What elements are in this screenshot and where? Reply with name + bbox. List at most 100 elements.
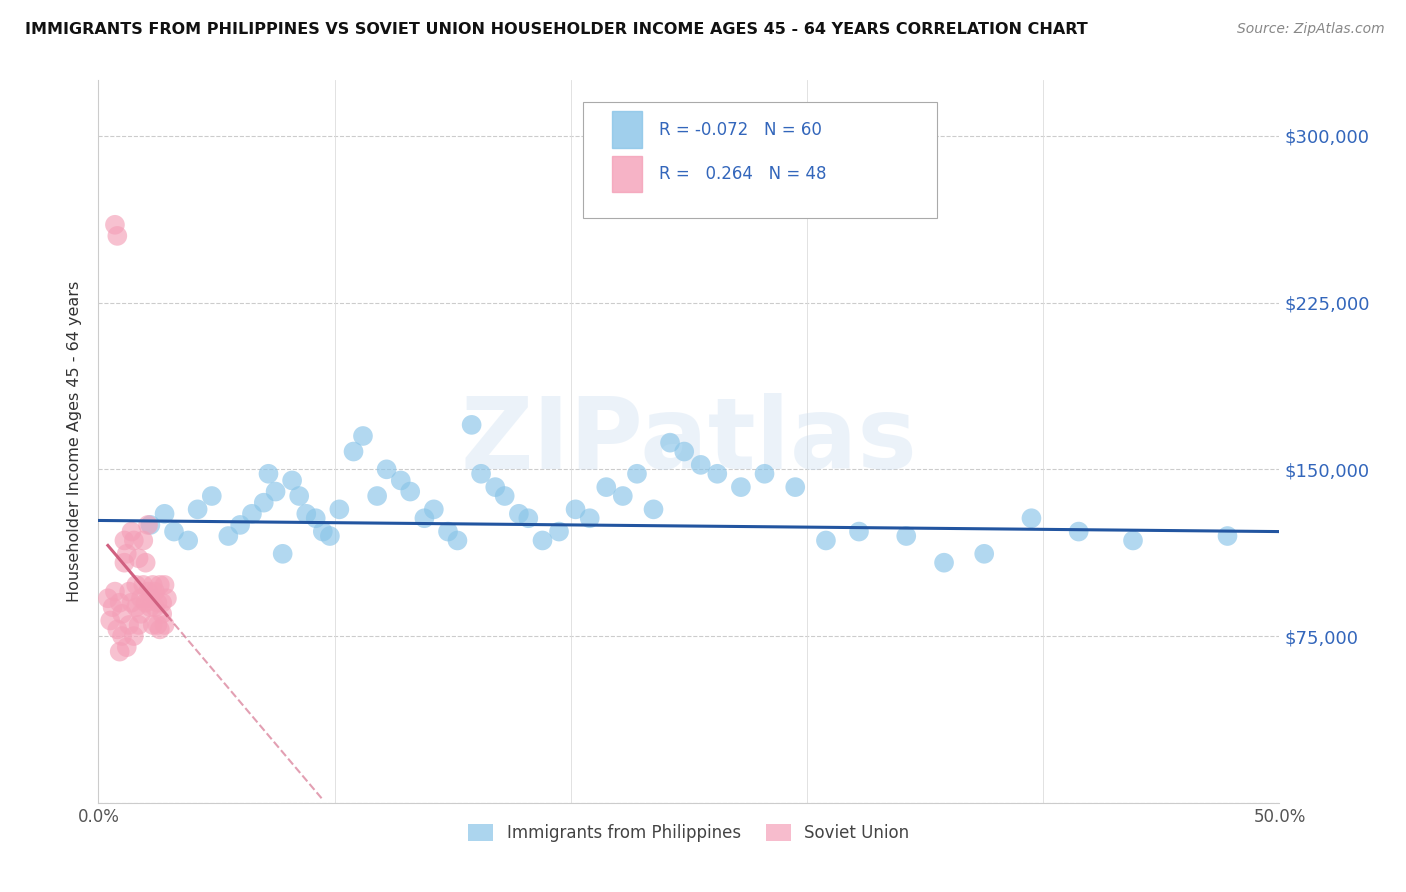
Point <box>150 607 173 621</box>
Point <box>111 607 134 621</box>
Point <box>271 547 294 561</box>
Point <box>1122 533 1144 548</box>
Point <box>136 584 159 599</box>
Point <box>139 591 162 606</box>
Point <box>848 524 870 539</box>
Point <box>643 502 665 516</box>
Point <box>508 507 530 521</box>
Point <box>163 524 186 539</box>
Point <box>153 578 176 592</box>
Point <box>146 618 169 632</box>
Point <box>706 467 728 481</box>
Point <box>229 517 252 532</box>
Point <box>104 218 127 232</box>
Point <box>118 618 141 632</box>
Point <box>754 467 776 481</box>
Point <box>125 600 148 615</box>
Point <box>375 462 398 476</box>
Point <box>201 489 224 503</box>
Point <box>253 496 276 510</box>
Legend: Immigrants from Philippines, Soviet Union: Immigrants from Philippines, Soviet Unio… <box>461 817 917 848</box>
Point <box>612 489 634 503</box>
Text: R =   0.264   N = 48: R = 0.264 N = 48 <box>659 165 827 183</box>
Text: Source: ZipAtlas.com: Source: ZipAtlas.com <box>1237 22 1385 37</box>
Point <box>128 551 150 566</box>
Point <box>132 533 155 548</box>
Point <box>142 578 165 592</box>
Point <box>136 517 159 532</box>
Point <box>257 467 280 481</box>
Point <box>156 591 179 606</box>
Point <box>143 584 166 599</box>
Point <box>139 517 162 532</box>
Point <box>112 556 135 570</box>
Point <box>689 458 711 472</box>
Point <box>115 640 138 655</box>
Point <box>785 480 807 494</box>
Point <box>177 533 200 548</box>
Point <box>494 489 516 503</box>
Point <box>143 600 166 615</box>
Point <box>814 533 837 548</box>
Point <box>548 524 571 539</box>
Point <box>437 524 460 539</box>
Point <box>153 507 176 521</box>
Point <box>595 480 617 494</box>
Point <box>305 511 328 525</box>
Point <box>125 578 148 592</box>
Point <box>108 645 131 659</box>
Point <box>673 444 696 458</box>
Point <box>578 511 600 525</box>
Point <box>896 529 918 543</box>
Text: ZIPatlas: ZIPatlas <box>461 393 917 490</box>
Point <box>217 529 239 543</box>
Point <box>1067 524 1090 539</box>
Point <box>423 502 446 516</box>
Point <box>730 480 752 494</box>
Point <box>352 429 374 443</box>
Point <box>1021 511 1043 525</box>
Point <box>517 511 540 525</box>
Point <box>932 556 955 570</box>
FancyBboxPatch shape <box>612 156 641 192</box>
FancyBboxPatch shape <box>582 102 936 218</box>
Point <box>112 533 135 548</box>
Point <box>484 480 506 494</box>
Point <box>187 502 209 516</box>
Point <box>139 600 162 615</box>
Point <box>118 584 141 599</box>
Point <box>150 596 173 610</box>
Point <box>366 489 388 503</box>
Point <box>122 533 145 548</box>
Point <box>312 524 335 539</box>
Text: IMMIGRANTS FROM PHILIPPINES VS SOVIET UNION HOUSEHOLDER INCOME AGES 45 - 64 YEAR: IMMIGRANTS FROM PHILIPPINES VS SOVIET UN… <box>25 22 1088 37</box>
Point <box>108 596 131 610</box>
Point <box>111 629 134 643</box>
Point <box>399 484 422 499</box>
Point <box>122 629 145 643</box>
Point <box>413 511 436 525</box>
Y-axis label: Householder Income Ages 45 - 64 years: Householder Income Ages 45 - 64 years <box>67 281 83 602</box>
Point <box>104 584 127 599</box>
Point <box>328 502 350 516</box>
Point <box>132 578 155 592</box>
Point <box>973 547 995 561</box>
Point <box>446 533 468 548</box>
Point <box>115 547 138 561</box>
Point <box>1216 529 1239 543</box>
Point <box>531 533 554 548</box>
Point <box>659 435 682 450</box>
Point <box>295 507 318 521</box>
Point <box>264 484 287 499</box>
Point <box>281 474 304 488</box>
Point <box>105 228 128 243</box>
Point <box>135 596 157 610</box>
Point <box>153 618 176 632</box>
Point <box>342 444 364 458</box>
Point <box>98 614 121 628</box>
Point <box>129 607 152 621</box>
Point <box>470 467 492 481</box>
Point <box>97 591 120 606</box>
Point <box>105 623 128 637</box>
Point <box>149 623 172 637</box>
